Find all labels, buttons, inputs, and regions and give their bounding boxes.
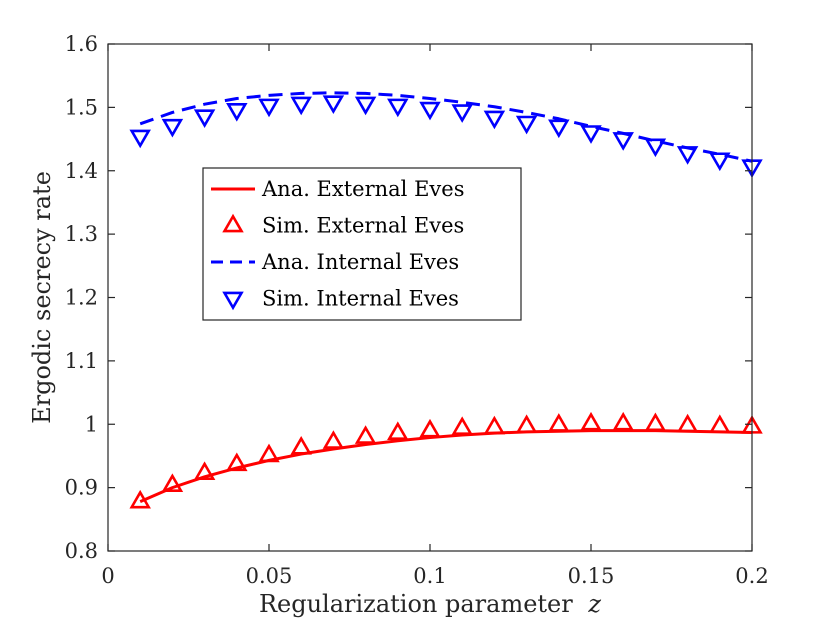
data-point-sim-external-eves [419,418,441,438]
data-point-sim-internal-eves [451,104,473,123]
y-tick-label: 1.5 [65,95,98,119]
data-point-sim-internal-eves [193,109,216,128]
y-tick-label: 1.1 [65,349,98,373]
y-tick-label: 1.2 [65,286,98,310]
legend-swatch-sim-internal-eves [222,291,244,311]
legend-label-sim-internal-eves: Sim. Internal Eves [262,287,459,311]
data-point-sim-external-eves [129,489,151,509]
x-tick-label: 0.15 [568,564,615,588]
data-point-sim-external-eves [612,411,634,431]
x-axis-label: Regularization parameter z [259,590,601,618]
data-point-sim-internal-eves [322,95,345,115]
data-point-sim-external-eves [387,421,409,441]
data-point-sim-external-eves [644,412,667,432]
data-point-sim-internal-eves [580,125,602,144]
data-point-sim-external-eves [354,425,377,444]
x-axis-label-variable: z [587,590,601,618]
data-point-sim-external-eves [580,411,602,431]
data-point-sim-external-eves [193,461,216,480]
data-point-sim-external-eves [515,414,538,434]
data-point-sim-internal-eves [419,101,441,121]
data-point-sim-internal-eves [258,98,280,118]
legend-label-sim-external-eves: Sim. External Eves [262,214,464,238]
data-point-sim-external-eves [322,430,345,449]
data-point-sim-external-eves [290,435,312,455]
x-tick-label: 0.05 [246,564,293,588]
data-point-sim-external-eves [709,414,731,434]
data-point-sim-internal-eves [129,129,151,149]
data-point-sim-external-eves [483,415,506,435]
x-tick-label: 0 [101,564,114,588]
data-point-sim-internal-eves [387,98,409,118]
x-tick-label: 0.1 [413,564,446,588]
data-point-sim-internal-eves [226,103,248,122]
data-point-sim-external-eves [226,452,248,472]
data-point-sim-internal-eves [709,152,731,172]
data-point-sim-external-eves [161,473,184,492]
data-point-sim-internal-eves [644,138,667,158]
y-tick-label: 0.9 [65,476,98,500]
x-axis-label-text: Regularization parameter [259,590,573,618]
data-point-sim-internal-eves [515,115,538,135]
data-point-sim-internal-eves [354,96,377,116]
legend-box [202,167,522,321]
data-point-sim-external-eves [548,413,570,432]
data-point-sim-internal-eves [548,119,570,139]
data-point-sim-internal-eves [676,146,699,165]
y-tick-label: 1.3 [65,222,98,246]
y-axis-label: Ergodic secrecy rate [28,171,56,424]
y-tick-label: 1 [85,412,98,436]
y-tick-label: 1.6 [65,32,98,56]
y-tick-label: 1.4 [65,159,98,183]
data-point-sim-internal-eves [483,110,506,130]
data-point-sim-internal-eves [161,118,184,138]
legend-swatch-sim-external-eves [222,213,244,233]
data-point-sim-external-eves [451,416,473,435]
data-point-sim-internal-eves [612,132,634,151]
legend-label-ana-external-eves: Ana. External Eves [261,177,464,201]
x-tick-label: 0.2 [735,564,768,588]
y-tick-label: 0.8 [65,539,98,563]
data-point-sim-external-eves [676,413,699,433]
data-point-sim-internal-eves [290,96,312,116]
legend-label-ana-internal-eves: Ana. Internal Eves [261,250,459,274]
legend: Ana. External Eves Sim. External Eves Ana.… [202,167,522,321]
series-layer [129,91,763,509]
data-point-sim-external-eves [258,443,280,463]
axes: 0 0.05 0.1 0.15 0.2 0.8 0.9 1 1.1 1.2 1.3 1.4 1.5 1.6 [65,32,769,588]
axis-labels: Regularization parameter z Ergodic secre… [28,171,601,618]
